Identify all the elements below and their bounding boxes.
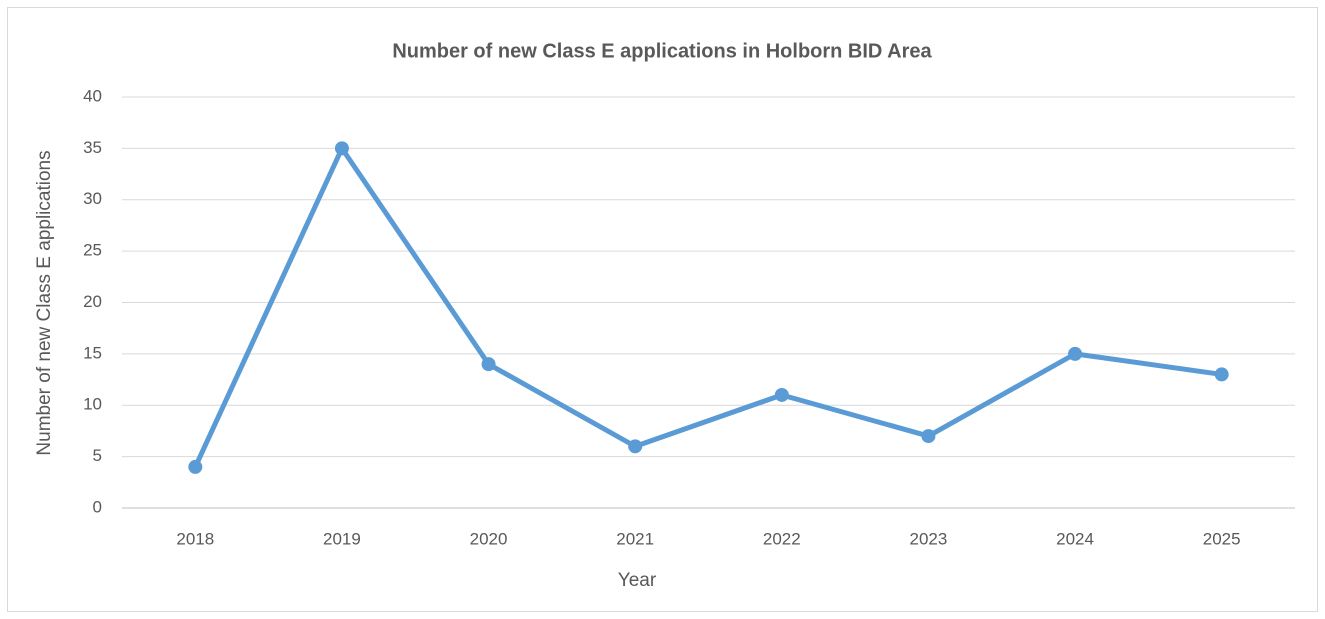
y-tick-label: 0 <box>93 497 102 516</box>
line-marker <box>1214 367 1229 382</box>
line-marker <box>628 439 643 454</box>
x-tick-label: 2023 <box>910 529 948 548</box>
line-marker <box>481 357 496 372</box>
y-tick-label: 20 <box>83 292 102 311</box>
chart-border <box>7 7 1318 612</box>
y-tick-label: 30 <box>83 189 102 208</box>
line-marker <box>921 429 936 444</box>
y-tick-label: 25 <box>83 241 102 260</box>
x-tick-label: 2021 <box>616 529 654 548</box>
y-tick-label: 10 <box>83 395 102 414</box>
x-tick-label: 2020 <box>470 529 508 548</box>
line-marker <box>188 459 203 474</box>
y-tick-label: 15 <box>83 343 102 362</box>
chart-title: Number of new Class E applications in Ho… <box>392 40 932 62</box>
x-tick-label: 2022 <box>763 529 801 548</box>
y-tick-label: 35 <box>83 138 102 157</box>
y-tick-label: 5 <box>93 446 102 465</box>
x-tick-label: 2024 <box>1056 529 1094 548</box>
x-tick-label: 2025 <box>1203 529 1241 548</box>
y-tick-label: 40 <box>83 86 102 105</box>
x-tick-label: 2019 <box>323 529 361 548</box>
x-tick-label: 2018 <box>176 529 214 548</box>
line-marker <box>334 141 349 156</box>
line-series <box>192 145 1225 470</box>
y-axis-title: Number of new Class E applications <box>34 150 55 455</box>
line-marker <box>1068 346 1083 361</box>
x-axis-title: Year <box>618 570 657 591</box>
line-marker <box>774 387 789 402</box>
